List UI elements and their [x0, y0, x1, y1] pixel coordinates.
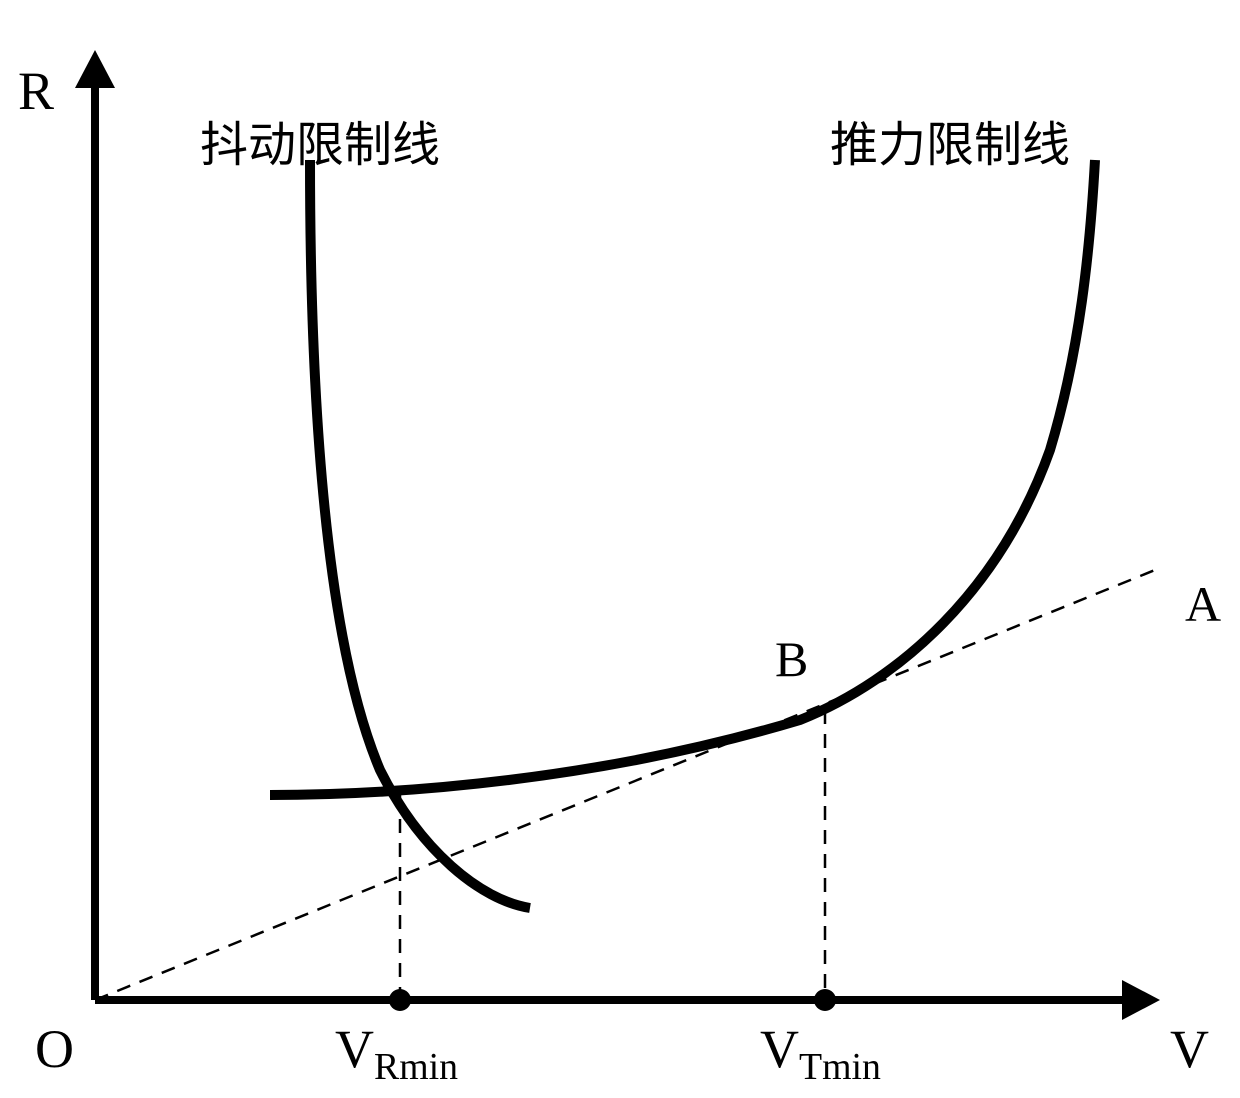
y-axis-arrowhead	[75, 50, 115, 88]
x-axis-label: V	[1170, 1018, 1209, 1080]
origin-label: O	[35, 1018, 74, 1080]
tick-marker-vtmin	[814, 989, 836, 1011]
thrust-limit-label: 推力限制线	[830, 105, 1070, 175]
buffet-limit-label: 抖动限制线	[200, 105, 440, 175]
y-axis-label: R	[18, 60, 54, 122]
vtmin-tick-label: VTmin	[760, 1018, 881, 1089]
vrmin-tick-label: VRmin	[335, 1018, 458, 1089]
tick-marker-vrmin	[389, 989, 411, 1011]
thrust-limit-curve	[270, 160, 1095, 795]
reference-line-a	[95, 570, 1155, 1000]
x-axis-arrowhead	[1122, 980, 1160, 1020]
point-b-label: B	[775, 630, 808, 688]
point-a-label: A	[1185, 575, 1221, 633]
